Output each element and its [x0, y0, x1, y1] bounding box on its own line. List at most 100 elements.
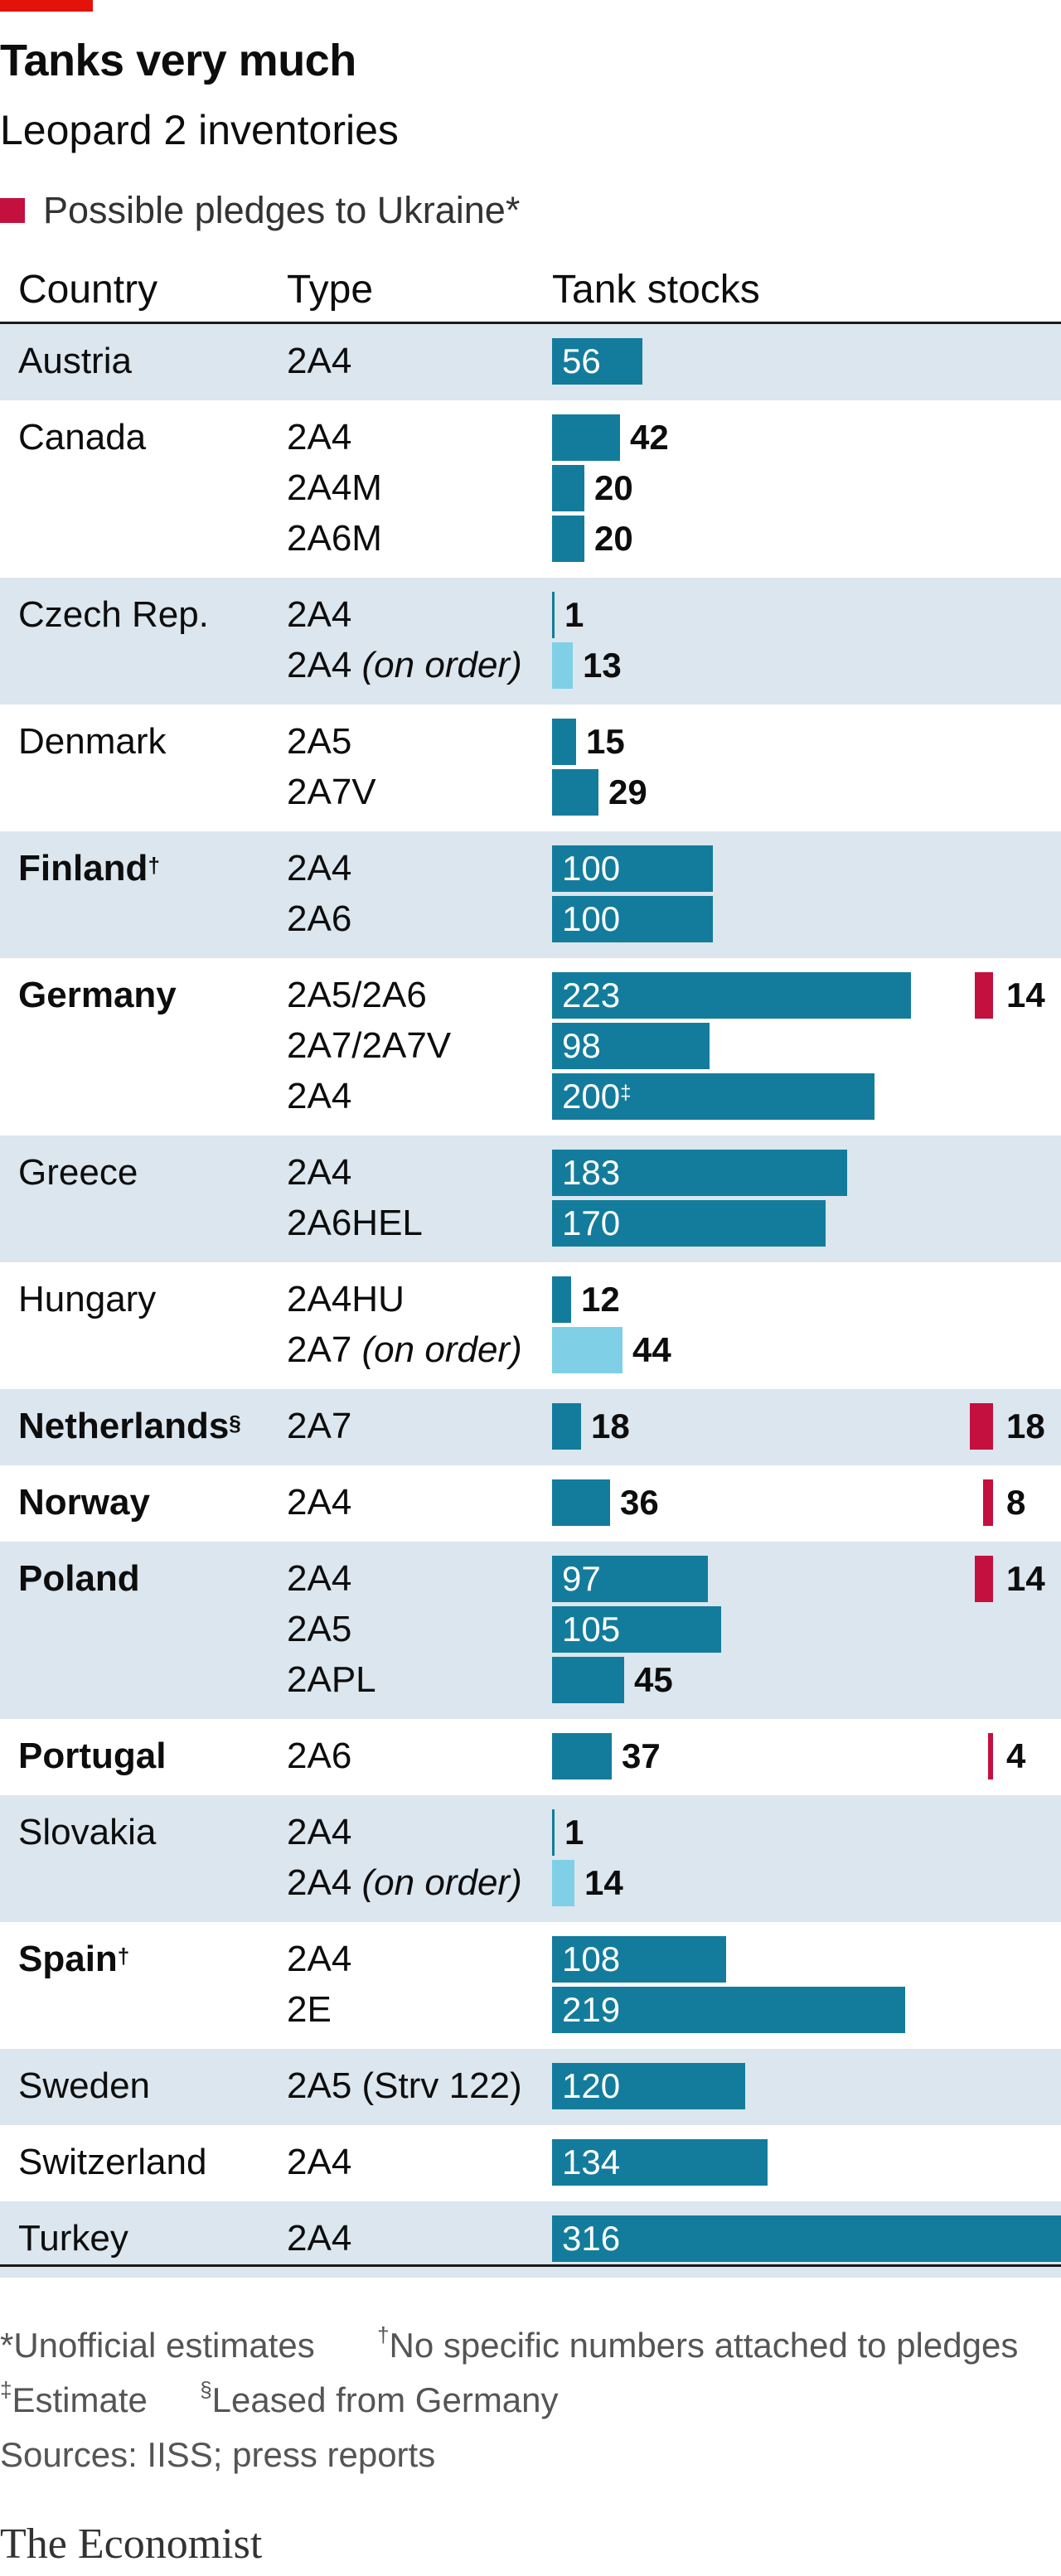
- type-name: 2A4: [287, 645, 352, 685]
- bar-value: 97: [562, 1559, 601, 1598]
- bar-value-label: 200‡: [562, 1073, 631, 1120]
- type-note: (on order): [361, 1862, 522, 1903]
- bar-czech-rep-0: [552, 592, 555, 638]
- bar-value-label: 13: [583, 642, 622, 689]
- footnote-unofficial: *Unofficial estimates: [0, 2326, 315, 2365]
- footnotes-line-2: ‡Estimate §Leased from Germany: [0, 2377, 559, 2420]
- country-label-slovakia: Slovakia: [18, 1812, 157, 1852]
- bar-denmark-0: [552, 719, 576, 765]
- chart-subtitle: Leopard 2 inventories: [0, 107, 399, 153]
- table-row: [0, 324, 1061, 400]
- bar-value: 45: [634, 1660, 673, 1699]
- type-name: 2A4: [287, 1152, 352, 1193]
- bar-value-label: 316: [562, 2215, 620, 2262]
- type-name: 2A4M: [287, 467, 382, 508]
- bar-switzerland-0: [552, 2139, 768, 2186]
- bar-portugal-0: [552, 1733, 612, 1779]
- bar-value: 29: [608, 772, 647, 811]
- type-label: 2A4: [287, 590, 351, 640]
- bar-spain-1: [552, 1987, 905, 2033]
- bar-value: 44: [632, 1330, 671, 1369]
- type-label: 2A7: [287, 1402, 351, 1451]
- table-row: [0, 1135, 1061, 1262]
- bar-value-label: 20: [594, 465, 633, 511]
- type-label: 2A4: [287, 1072, 351, 1121]
- legend-swatch-pledge: [0, 198, 25, 223]
- pledge-value-label: 18: [1006, 1407, 1045, 1445]
- type-name: 2A7V: [287, 772, 376, 812]
- bar-value-label: 18: [591, 1403, 630, 1450]
- bar-hungary-1: [552, 1327, 623, 1373]
- bar-finland-1: [552, 896, 713, 942]
- table-row: [0, 1262, 1061, 1389]
- bar-slovakia-1: [552, 1860, 574, 1906]
- bar-value: 12: [581, 1280, 620, 1319]
- type-label: 2A4M: [287, 463, 382, 513]
- type-label: 2APL: [287, 1655, 376, 1705]
- type-name: 2A6: [287, 1736, 352, 1776]
- type-name: 2A4: [287, 2218, 352, 2259]
- bar-value: 100: [562, 899, 621, 938]
- type-name: 2A7/2A7V: [287, 1025, 452, 1066]
- type-name: 2A4: [287, 2142, 352, 2182]
- country-label-germany: Germany: [18, 975, 177, 1015]
- table-row: [0, 2125, 1061, 2201]
- footnote-dagger-mark: †: [377, 2322, 390, 2347]
- bar-value: 42: [630, 418, 669, 457]
- type-label: 2A4: [287, 2214, 351, 2264]
- bar-value: 316: [562, 2219, 621, 2258]
- type-label: 2A6HEL: [287, 1198, 423, 1248]
- type-name: 2A7: [287, 1329, 352, 1370]
- bar-poland-1: [552, 1606, 721, 1653]
- country-label-hungary: Hungary: [18, 1279, 157, 1319]
- type-label: 2A4: [287, 337, 351, 386]
- bar-value-label: 45: [634, 1657, 673, 1703]
- type-name: 2A5 (Strv 122): [287, 2065, 522, 2106]
- pledge-value-label: 14: [1006, 1559, 1045, 1598]
- column-header-country: Country: [18, 268, 158, 312]
- bar-value: 15: [586, 722, 625, 761]
- header-rule: [0, 322, 1061, 324]
- type-name: 2A4: [287, 1812, 352, 1852]
- type-label: 2A7/2A7V: [287, 1021, 451, 1071]
- type-name: 2A4: [287, 417, 352, 458]
- bar-canada-1: [552, 465, 584, 511]
- pledge-bar-poland: [975, 1556, 993, 1602]
- bar-value: 1: [564, 1813, 584, 1852]
- bar-austria-0: [552, 338, 642, 385]
- bar-value-label: 1: [564, 1809, 584, 1856]
- bar-value: 170: [562, 1203, 621, 1242]
- type-name: 2A4: [287, 1862, 352, 1903]
- bar-denmark-1: [552, 769, 598, 816]
- pledge-bar-norway: [983, 1479, 993, 1526]
- country-label-denmark: Denmark: [18, 721, 167, 762]
- bar-value-label: 100: [562, 845, 620, 892]
- bar-slovakia-0: [552, 1809, 555, 1856]
- bar-netherlands-0: [552, 1403, 581, 1450]
- bar-poland-2: [552, 1657, 624, 1703]
- bar-value-label: 42: [630, 414, 669, 461]
- country-label-switzerland: Switzerland: [18, 2142, 207, 2182]
- bar-value-label: 170: [562, 1200, 620, 1247]
- pledge-bar-germany: [975, 972, 993, 1019]
- bar-value: 108: [562, 1939, 621, 1978]
- bar-canada-0: [552, 414, 620, 461]
- column-header-type: Type: [287, 268, 374, 312]
- footnote-section: Leased from Germany: [211, 2380, 559, 2419]
- table-row: [0, 705, 1061, 831]
- bar-greece-0: [552, 1150, 847, 1196]
- bar-poland-0: [552, 1556, 708, 1602]
- country-label-norway: Norway: [18, 1482, 150, 1523]
- bar-spain-0: [552, 1936, 726, 1983]
- bar-finland-0: [552, 845, 713, 892]
- bar-value: 105: [562, 1610, 621, 1649]
- type-note: (on order): [361, 1329, 522, 1370]
- bar-value: 20: [594, 468, 633, 507]
- bar-value-label: 36: [620, 1479, 659, 1526]
- type-name: 2A5/2A6: [287, 975, 427, 1015]
- bar-norway-0: [552, 1479, 610, 1526]
- type-label: 2A6: [287, 1731, 351, 1781]
- type-label: 2A4 (on order): [287, 1858, 522, 1908]
- bar-value: 1: [564, 595, 584, 634]
- type-label: 2A5: [287, 717, 351, 767]
